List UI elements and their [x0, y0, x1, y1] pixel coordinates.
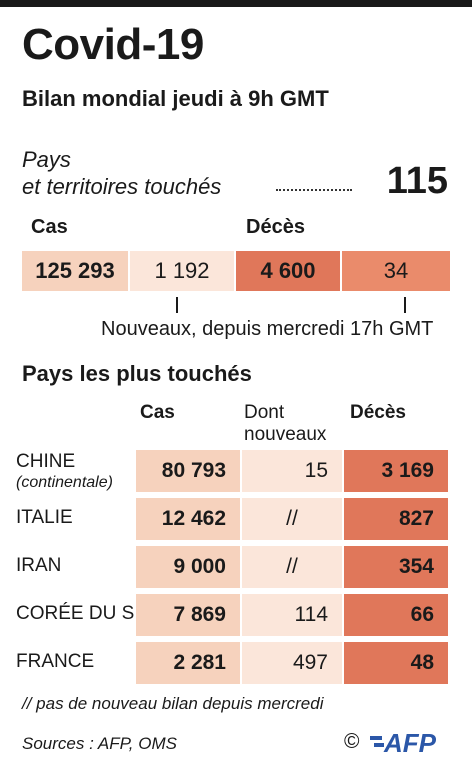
cell-nouveaux: // — [242, 546, 342, 588]
cell-deces: 66 — [344, 594, 448, 636]
header-cas: Cas — [140, 402, 175, 423]
cell-cas: 7 869 — [136, 594, 240, 636]
row-country: CHINE (continentale) — [16, 451, 113, 493]
afp-logo: AFP — [370, 728, 437, 756]
row-country-name: CORÉE DU S. — [16, 603, 140, 624]
cell-cas: 12 462 — [136, 498, 240, 540]
chart-subtitle: Bilan mondial jeudi à 9h GMT — [22, 86, 329, 111]
nouveaux-tick-cas — [176, 297, 178, 313]
cell-nouveaux: // — [242, 498, 342, 540]
cell-cas: 80 793 — [136, 450, 240, 492]
cell-deces: 48 — [344, 642, 448, 684]
sources: Sources : AFP, OMS — [22, 734, 177, 753]
afp-logo-text: AFP — [383, 728, 437, 756]
top-rule — [0, 0, 472, 7]
section-title: Pays les plus touchés — [22, 361, 252, 386]
copyright-symbol: © — [344, 730, 360, 753]
row-country: CORÉE DU S. — [16, 603, 140, 624]
cell-deces: 354 — [344, 546, 448, 588]
nouveaux-note: Nouveaux, depuis mercredi 17h GMT — [101, 318, 434, 340]
afp-logo-bar — [370, 736, 382, 740]
pays-label-line2: et territoires touchés — [22, 174, 222, 199]
row-country: FRANCE — [16, 651, 94, 672]
header-dont-line1: Dont — [244, 402, 285, 423]
chart-title: Covid-19 — [22, 20, 204, 69]
cell-cas: 2 281 — [136, 642, 240, 684]
world-cas-nouveaux: 1 192 — [130, 251, 234, 291]
afp-logo-bar — [374, 743, 384, 747]
world-cas-label: Cas — [31, 216, 68, 238]
cell-deces: 3 169 — [344, 450, 448, 492]
row-country: IRAN — [16, 555, 61, 576]
header-deces: Décès — [350, 402, 406, 423]
row-country-name: IRAN — [16, 555, 62, 576]
cell-deces: 827 — [344, 498, 448, 540]
footnote: // pas de nouveau bilan depuis mercredi — [22, 694, 324, 713]
row-country-name: CHINE — [16, 451, 76, 472]
cell-nouveaux: 114 — [242, 594, 342, 636]
pays-label-line1: Pays — [22, 147, 71, 172]
pays-label: Pays et territoires touchés — [22, 146, 282, 200]
row-country: ITALIE — [16, 507, 73, 528]
cell-cas: 9 000 — [136, 546, 240, 588]
cell-nouveaux: 497 — [242, 642, 342, 684]
header-dont-line2: nouveaux — [244, 424, 327, 445]
world-cas-total: 125 293 — [22, 251, 128, 291]
world-deces-total: 4 600 — [236, 251, 340, 291]
cell-nouveaux: 15 — [242, 450, 342, 492]
header-dont-nouveaux: Dont nouveaux — [244, 402, 326, 446]
world-deces-nouveaux: 34 — [342, 251, 450, 291]
row-country-sub: (continentale) — [16, 474, 113, 491]
world-deces-label: Décès — [246, 216, 305, 238]
nouveaux-tick-deces — [404, 297, 406, 313]
pays-dotted-leader — [276, 189, 352, 191]
row-country-name: ITALIE — [16, 507, 73, 528]
row-country-name: FRANCE — [16, 651, 95, 672]
pays-value: 115 — [386, 160, 448, 202]
